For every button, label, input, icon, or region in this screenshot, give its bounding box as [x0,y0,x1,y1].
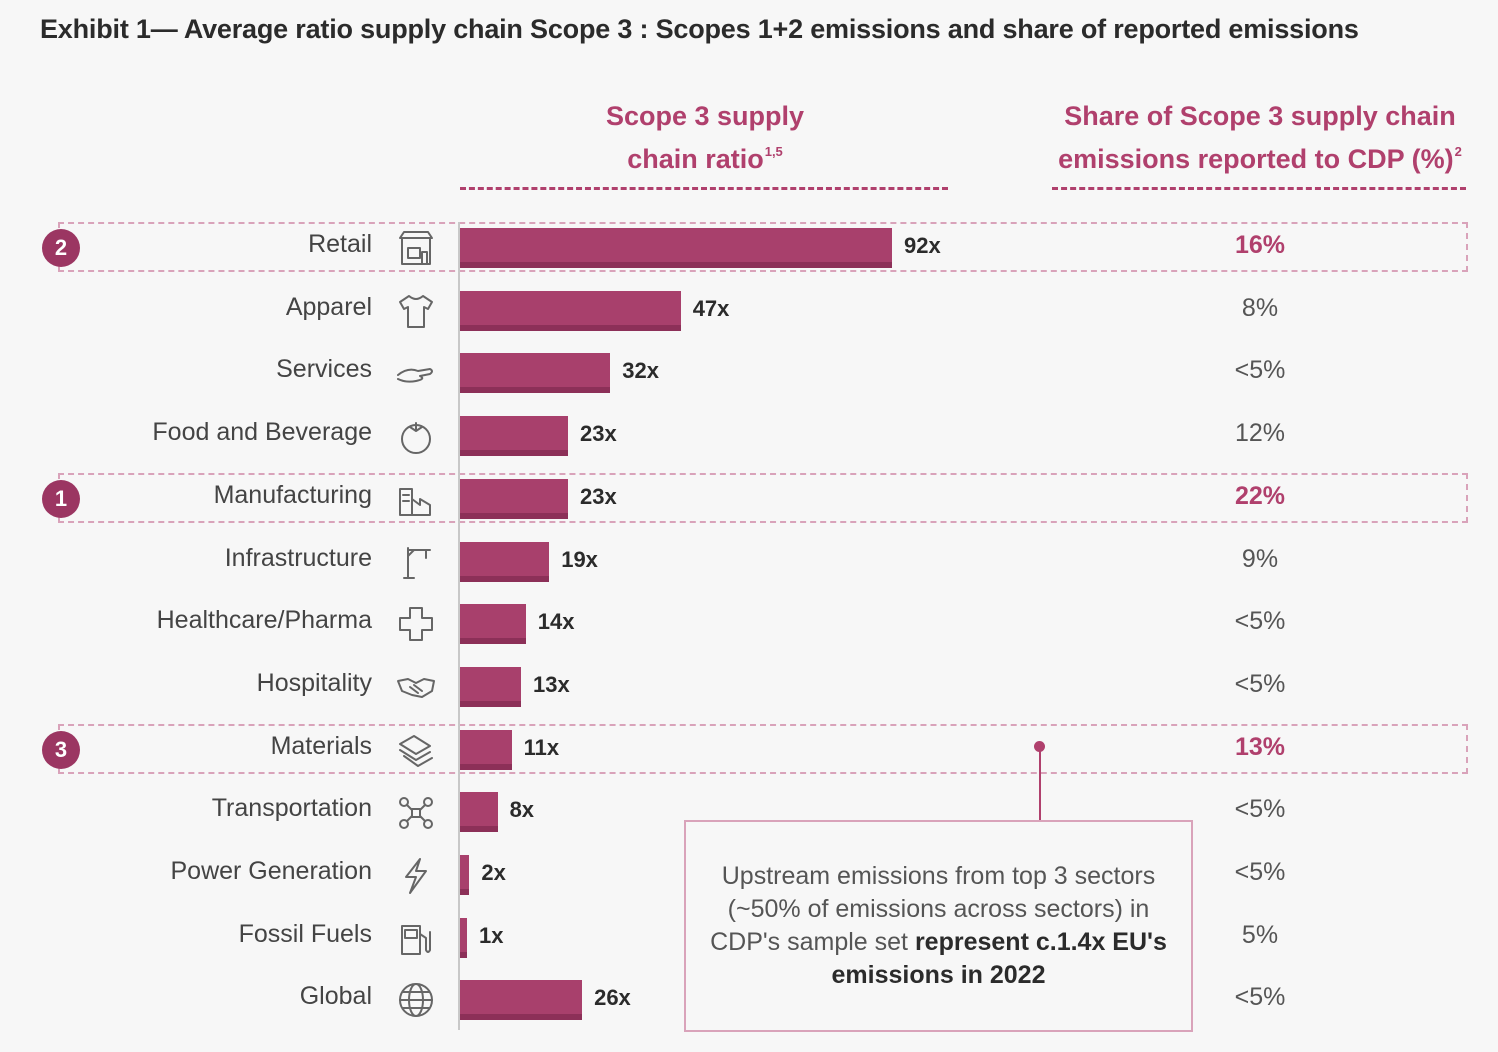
bar [460,792,498,833]
chart-row: Global 26x <5% [0,968,1498,1030]
ratio-header-line1: Scope 3 supply [605,101,805,131]
bar-value-label: 32x [622,358,659,384]
chart-row: Power Generation 2x <5% [0,843,1498,905]
share-value: <5% [1234,669,1286,698]
category-label: Infrastructure [224,543,372,572]
bar [460,541,550,582]
chart-row: Services 32x <5% [0,341,1498,403]
callout-box: Upstream emissions from top 3 sectors (~… [684,820,1193,1032]
share-value: 8% [1241,293,1279,322]
callout-connector [1039,747,1041,821]
bar-value-label: 8x [509,797,535,823]
chart-row: Transportation 8x <5% [0,780,1498,842]
bar [460,980,583,1021]
category-label: Retail [308,230,372,258]
bar [460,416,568,457]
medical-cross-icon [394,604,438,644]
share-value: 13% [1234,732,1286,761]
network-icon [394,792,438,832]
bar-value-label: 23x [580,483,617,509]
share-value: <5% [1234,983,1286,1012]
chart-row: 3 Materials 11x 13% [0,718,1498,780]
category-label: Apparel [285,292,372,321]
chart-row: Food and Beverage 23x 12% [0,404,1498,466]
bar-value-label: 14x [537,609,575,635]
category-label: Global [299,982,372,1011]
bar [460,855,470,895]
callout-dot [1034,741,1045,752]
tshirt-icon [394,291,438,331]
chart-row: 1 Manufacturing 23x 22% [0,467,1498,529]
bar-value-label: 2x [481,860,506,885]
bar [460,228,892,268]
callout-text: Upstream emissions from top 3 sectors (~… [710,862,1156,956]
ratio-header-rule [460,187,948,190]
bar [460,290,681,331]
tomato-icon [394,416,438,456]
share-value: 16% [1234,231,1286,259]
factory-icon [394,479,438,519]
chart-row: Infrastructure 19x 9% [0,530,1498,592]
share-value: <5% [1234,795,1286,824]
share-value: <5% [1234,858,1286,886]
bar-value-label: 1x [479,922,504,948]
share-footnote: 2 [1454,144,1462,159]
hand-icon [394,353,438,393]
handshake-icon [394,667,438,707]
category-label: Transportation [211,794,372,823]
share-value: 12% [1234,419,1286,448]
share-value: 22% [1234,481,1286,510]
rank-badge: 1 [42,479,80,518]
bar [460,604,526,645]
fuel-pump-icon [394,918,438,958]
ratio-column-header: Scope 3 supply chain ratio1,5 [560,98,850,177]
bar [460,353,611,394]
rank-badge: 2 [42,229,80,267]
bar [460,666,522,707]
bar [460,729,512,770]
share-header-line2: emissions reported to CDP (%)2 [1058,144,1462,174]
category-label: Healthcare/Pharma [156,606,372,635]
bar-value-label: 92x [904,233,941,258]
bar-value-label: 13x [533,671,570,697]
category-label: Food and Beverage [152,418,372,447]
share-value: <5% [1234,607,1286,636]
share-header-line1: Share of Scope 3 supply chain [1064,101,1456,131]
chart-row: Fossil Fuels 1x 5% [0,906,1498,968]
category-label: Fossil Fuels [238,919,372,948]
bar-value-label: 47x [692,295,730,321]
ratio-header-line2: chain ratio1,5 [627,144,783,174]
callout-bold-text: represent c.1.4x EU's emissions in 2022 [831,928,1167,989]
category-label: Hospitality [256,668,372,697]
share-value: 5% [1241,920,1279,949]
share-column-header: Share of Scope 3 supply chain emissions … [1040,98,1480,177]
bar-value-label: 23x [580,421,617,447]
bar-value-label: 26x [594,985,631,1011]
category-label: Power Generation [170,857,372,885]
bar [460,917,467,958]
category-label: Manufacturing [213,480,372,509]
category-label: Services [276,355,372,384]
share-value: 9% [1241,544,1279,573]
ratio-footnote: 1,5 [764,144,783,159]
bar-value-label: 19x [561,546,598,572]
chart-row: Apparel 47x 8% [0,279,1498,341]
chart-title: Exhibit 1— Average ratio supply chain Sc… [40,14,1359,44]
layers-icon [394,730,438,770]
rank-badge: 3 [42,730,80,769]
globe-icon [394,980,438,1020]
lightning-icon [394,855,438,895]
category-label: Materials [270,731,372,760]
chart-row: 2 Retail 92x 16% [0,216,1498,278]
store-icon [394,228,438,268]
chart-row: Hospitality 13x <5% [0,655,1498,717]
crane-icon [394,542,438,582]
bar-value-label: 11x [523,734,560,760]
share-value: <5% [1234,356,1286,385]
share-header-rule [1052,187,1466,190]
bar [460,478,568,519]
chart-row: Healthcare/Pharma 14x <5% [0,592,1498,654]
bar-axis-line [458,222,460,1030]
